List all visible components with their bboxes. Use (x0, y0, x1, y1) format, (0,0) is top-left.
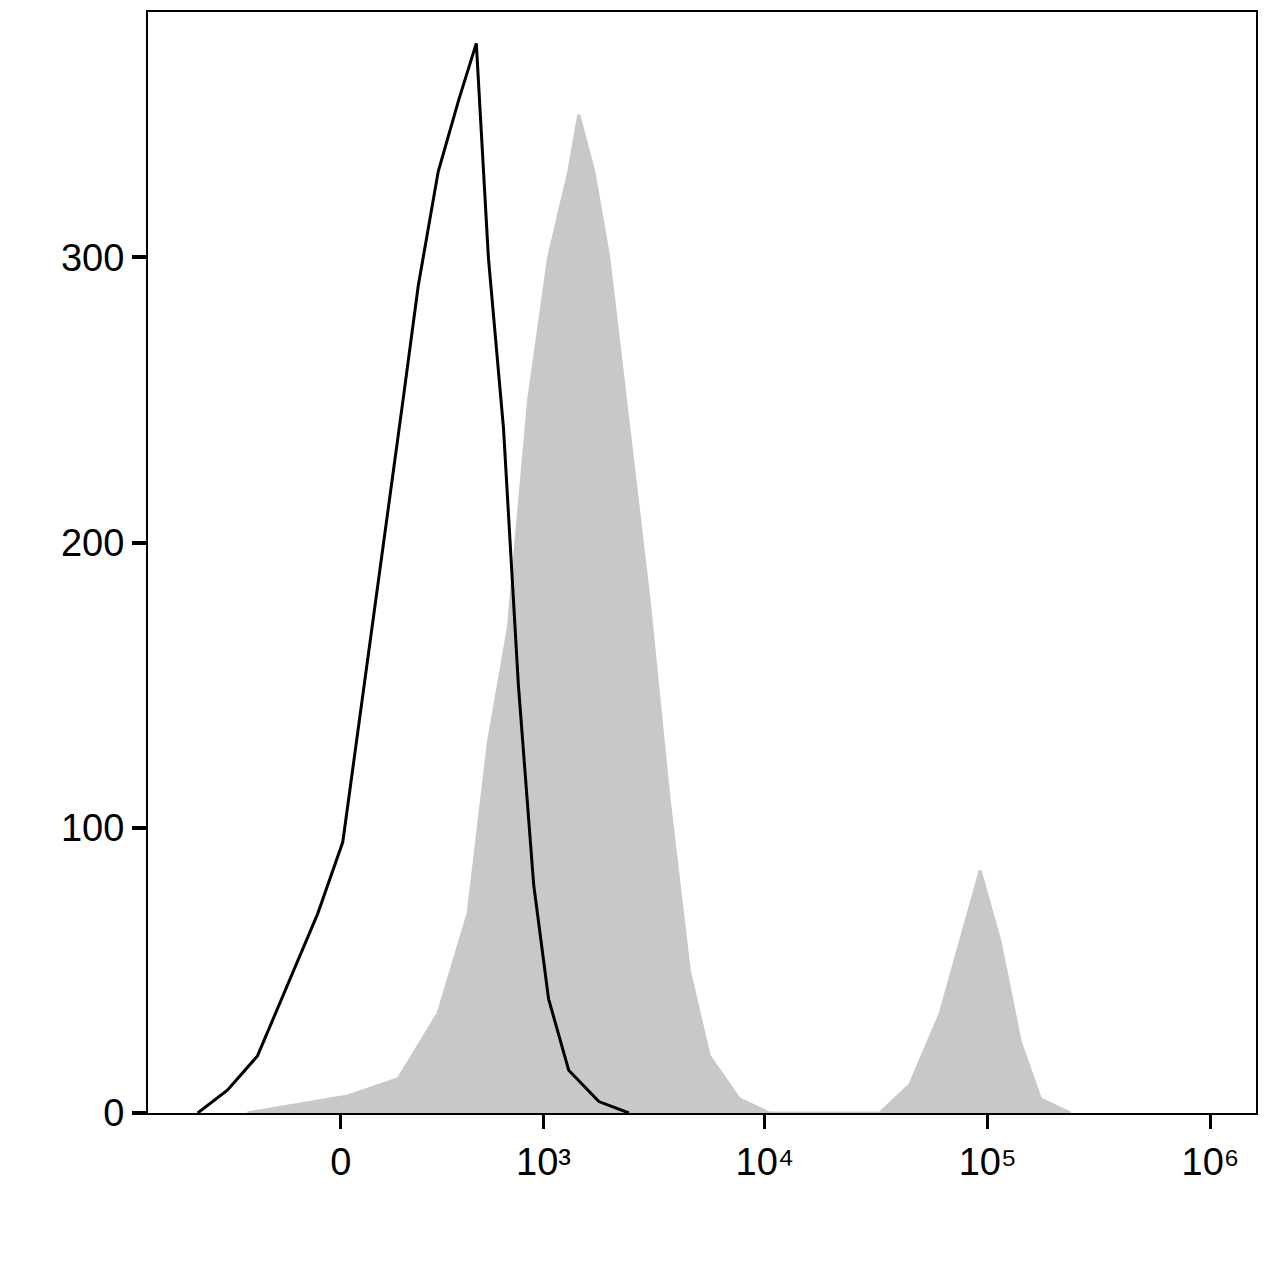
svg-text:10⁴: 10⁴ (736, 1141, 795, 1183)
svg-text:200: 200 (61, 522, 124, 564)
svg-text:100: 100 (61, 807, 124, 849)
svg-text:0: 0 (103, 1092, 124, 1134)
svg-text:10⁵: 10⁵ (959, 1141, 1017, 1183)
svg-text:10⁶: 10⁶ (1182, 1141, 1240, 1183)
svg-text:10³: 10³ (516, 1141, 571, 1183)
svg-text:0: 0 (330, 1141, 351, 1183)
svg-text:300: 300 (61, 237, 124, 279)
